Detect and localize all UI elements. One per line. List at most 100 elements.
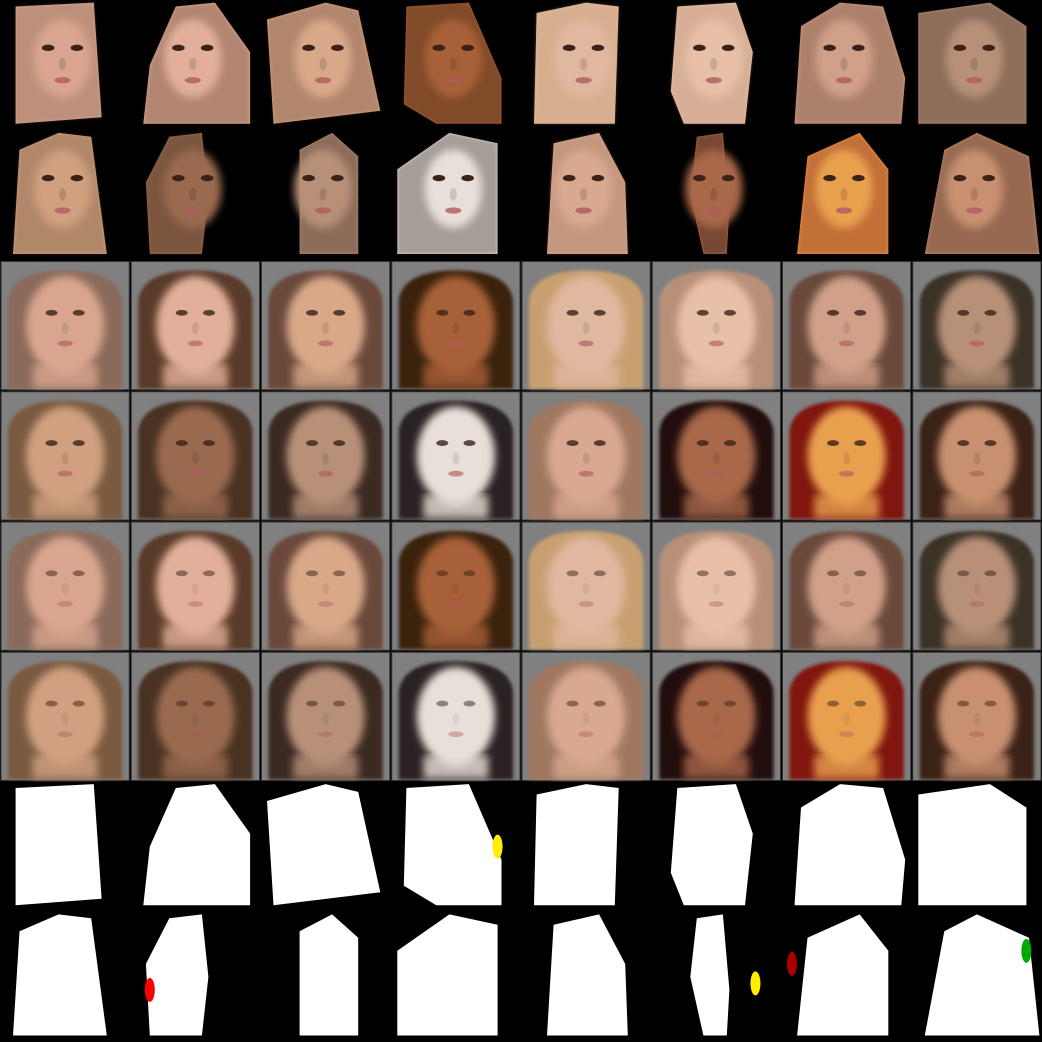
reconstruction — [651, 651, 781, 781]
mouth — [575, 77, 592, 84]
mouth — [187, 340, 204, 347]
reconstruction — [130, 261, 260, 391]
eye — [953, 44, 967, 51]
mouth — [838, 600, 855, 607]
nose — [449, 57, 457, 71]
neck — [683, 625, 749, 649]
eye — [436, 309, 449, 316]
face — [156, 276, 235, 376]
neck — [944, 625, 1010, 649]
mouth — [838, 470, 855, 477]
nose — [322, 712, 330, 725]
eye — [827, 570, 839, 577]
nose — [61, 452, 69, 465]
mouth — [314, 207, 332, 214]
mask — [403, 784, 502, 906]
reconstruction — [261, 391, 391, 521]
eye — [696, 440, 709, 447]
eye — [984, 309, 997, 316]
face-highlight — [554, 19, 613, 98]
mask — [13, 914, 107, 1036]
mask-artifact — [1021, 938, 1032, 963]
face-texture — [685, 132, 743, 254]
mouth — [57, 731, 73, 738]
mouth — [314, 77, 332, 84]
eye — [463, 440, 476, 447]
mouth — [838, 731, 855, 738]
neck — [423, 494, 489, 519]
face-highlight — [294, 19, 352, 98]
eye — [200, 174, 214, 182]
reconstruction — [261, 261, 391, 391]
mouth — [187, 600, 204, 607]
reconstruction — [0, 261, 130, 391]
face — [286, 276, 365, 376]
nose — [449, 187, 457, 201]
face — [677, 666, 756, 766]
nose — [710, 57, 718, 71]
reconstruction — [782, 521, 912, 651]
eye — [333, 570, 346, 577]
eye — [591, 174, 605, 182]
eye — [593, 570, 606, 577]
mask — [794, 784, 906, 906]
eye — [823, 174, 836, 182]
eye — [593, 700, 606, 707]
mask-artifact — [786, 951, 797, 976]
face — [416, 276, 495, 376]
eye — [854, 309, 867, 316]
face — [547, 406, 626, 506]
mouth — [448, 731, 464, 738]
mask — [299, 914, 359, 1036]
eye — [593, 440, 606, 447]
reconstruction — [651, 521, 781, 651]
neck — [944, 755, 1010, 779]
reconstruction — [0, 521, 130, 651]
nose — [840, 57, 848, 71]
eye — [203, 309, 215, 316]
face-texture — [294, 132, 359, 254]
mask — [690, 914, 730, 1036]
nose — [712, 452, 720, 465]
nose — [712, 322, 720, 335]
eye — [72, 700, 85, 707]
face-texture — [797, 132, 889, 254]
reconstruction — [782, 261, 912, 391]
eye — [70, 44, 84, 51]
eye — [200, 44, 214, 51]
face — [26, 276, 105, 376]
neck — [423, 625, 489, 649]
face — [807, 406, 886, 506]
neck — [32, 494, 98, 519]
face — [937, 666, 1016, 766]
eye — [693, 44, 706, 51]
eye — [333, 440, 346, 447]
eye — [852, 44, 865, 51]
reconstruction — [130, 391, 260, 521]
neck — [293, 494, 359, 519]
eye — [984, 440, 997, 447]
reconstruction — [782, 651, 912, 781]
mask — [797, 914, 889, 1036]
mask — [670, 784, 753, 906]
face-highlight — [945, 19, 1003, 98]
eye — [696, 309, 709, 316]
mouth — [184, 207, 201, 214]
face — [416, 406, 495, 506]
mouth — [966, 207, 983, 214]
eye — [175, 700, 188, 707]
eye — [566, 570, 579, 577]
eye — [854, 440, 867, 447]
eye — [982, 44, 995, 51]
face-highlight — [164, 149, 222, 228]
nose — [973, 712, 981, 725]
nose — [843, 322, 851, 335]
neck — [32, 625, 98, 649]
nose — [843, 582, 851, 595]
reconstruction — [0, 391, 130, 521]
neck — [32, 755, 98, 779]
eye — [566, 440, 579, 447]
face — [26, 406, 105, 506]
eye — [562, 174, 576, 182]
mask — [547, 914, 628, 1036]
